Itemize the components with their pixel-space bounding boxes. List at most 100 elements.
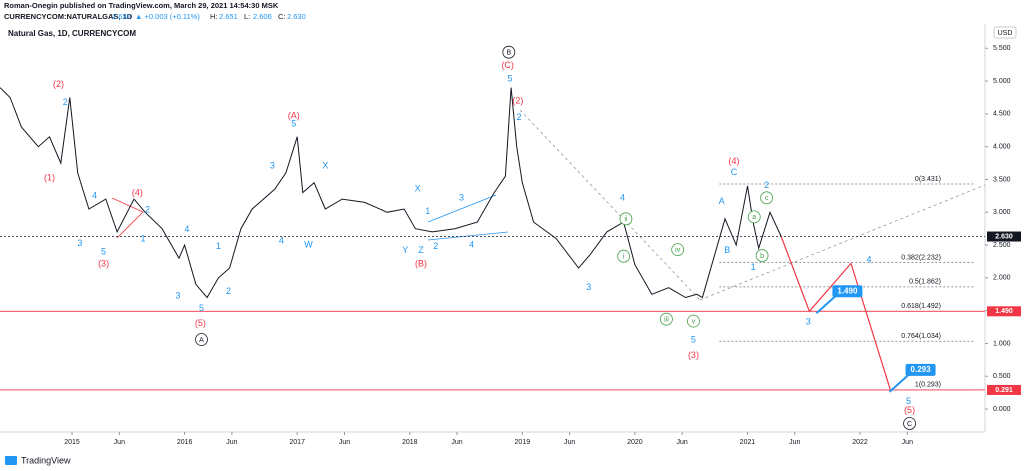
price-label-box (987, 384, 1021, 395)
wave-label: 4 (279, 235, 284, 245)
annotation-circle (195, 333, 208, 346)
logo-icon (5, 456, 17, 465)
y-tick-label: 4.000 (993, 144, 1011, 151)
wave-label: (A) (288, 111, 300, 121)
annotation-circle (687, 314, 700, 328)
wave-label: 4 (184, 224, 189, 234)
annotation-circle (660, 312, 673, 326)
wave-label: 1 (216, 241, 221, 251)
fib-label: 0.382(2.232) (901, 254, 941, 261)
x-tick-label: 2016 (177, 439, 193, 446)
wave-label: (5) (195, 318, 206, 328)
price-label-box (987, 306, 1021, 317)
x-tick-label: Jun (789, 439, 800, 446)
price-label: 1.490 (995, 308, 1013, 315)
y-tick-label: 4.500 (993, 111, 1011, 118)
annotation-circle (671, 243, 685, 257)
wave-label: X (415, 184, 421, 194)
wave-label: 3 (459, 193, 464, 203)
annotation-circle (502, 45, 516, 59)
symbol: CURRENCYCOM:NATURALGAS, 1D (4, 12, 133, 21)
wave-label: (2) (53, 79, 64, 89)
callout-pointer (888, 373, 911, 393)
wave-label: 1 (140, 233, 145, 243)
projection-line (780, 236, 891, 391)
wave-label: 1 (751, 262, 756, 272)
wave-label: A (719, 196, 725, 206)
x-tick-label: 2022 (852, 439, 868, 446)
wave-label: 3 (77, 238, 82, 248)
y-tick-label: 3.500 (993, 176, 1011, 183)
y-tick-label: 2.000 (993, 275, 1011, 282)
fib-label: 0.764(1.034) (901, 333, 941, 340)
x-tick-label: 2019 (515, 439, 531, 446)
wave-label: C (731, 167, 738, 177)
wave-label: 4 (92, 191, 97, 201)
annotation-circle (617, 249, 631, 263)
wave-label: W (304, 239, 313, 249)
change: ▲ +0.003 (+0.11%) (135, 12, 200, 21)
wave-label: B (506, 50, 511, 57)
wave-label: (4) (728, 156, 739, 166)
wave-label: (1) (44, 172, 55, 182)
annotation-circle (760, 191, 774, 205)
fib-label: 0.618(1.492) (901, 303, 941, 310)
x-tick-label: Jun (564, 439, 575, 446)
wave-label: 2 (226, 286, 231, 296)
callout-box (832, 285, 863, 298)
wave-label: X (322, 161, 328, 171)
wave-label: 2 (433, 241, 438, 251)
wave-label: (3) (98, 258, 109, 268)
currency-box (993, 26, 1017, 39)
wave-label: iii (664, 317, 669, 324)
brand: TradingView (21, 455, 71, 465)
wave-label: 2 (63, 97, 68, 107)
wave-label: Y (402, 245, 408, 255)
y-tick-label: 1.000 (993, 340, 1011, 347)
wave-label: (B) (415, 258, 427, 268)
wave-label: 4 (469, 239, 474, 249)
x-tick-label: Jun (226, 439, 237, 446)
ohlc-key: H: (210, 12, 218, 21)
channel-line (427, 231, 509, 241)
wave-label: 5 (199, 303, 204, 313)
last-price: 2.630 (112, 12, 131, 21)
currency: USD (998, 30, 1013, 37)
y-tick-label: 0.000 (993, 406, 1011, 413)
wave-label: a (752, 214, 756, 221)
annotation-circle (755, 249, 769, 262)
price-line (0, 87, 782, 299)
wave-label: (2) (512, 96, 523, 106)
wave-label: Z (418, 245, 424, 255)
y-tick-label: 5.500 (993, 45, 1011, 52)
wave-label: 5 (101, 246, 106, 256)
wave-label: (3) (688, 350, 699, 360)
author-line: Roman-Onegin published on TradingView.co… (4, 1, 279, 10)
ohlc-key: C: (278, 12, 286, 21)
wave-label: (4) (132, 187, 143, 197)
annotation-circle (903, 417, 916, 430)
fib-label: 1(0.293) (915, 382, 941, 389)
wave-label: 3 (270, 161, 275, 171)
y-tick-label: 3.000 (993, 209, 1011, 216)
annotation-circle (619, 212, 633, 226)
wave-label: ii (624, 216, 628, 223)
trend-line (519, 109, 701, 301)
chart-title: Natural Gas, 1D, CURRENCYCOM (8, 29, 136, 38)
wave-label: 3 (586, 282, 591, 292)
callout-label: 0.293 (911, 365, 932, 374)
wave-label: 5 (906, 396, 911, 406)
wave-label: iv (675, 247, 681, 254)
wave-label: b (760, 253, 764, 260)
wave-label: C (907, 421, 912, 428)
wave-label: i (623, 254, 625, 261)
wave-label: 5 (691, 334, 696, 344)
x-tick-label: Jun (114, 439, 125, 446)
x-tick-label: Jun (339, 439, 350, 446)
callout-box (905, 363, 936, 376)
wave-label: 2 (764, 180, 769, 190)
wave-label: 2 (516, 112, 521, 122)
y-tick-label: 2.500 (993, 242, 1011, 249)
callout-pointer (815, 294, 838, 315)
